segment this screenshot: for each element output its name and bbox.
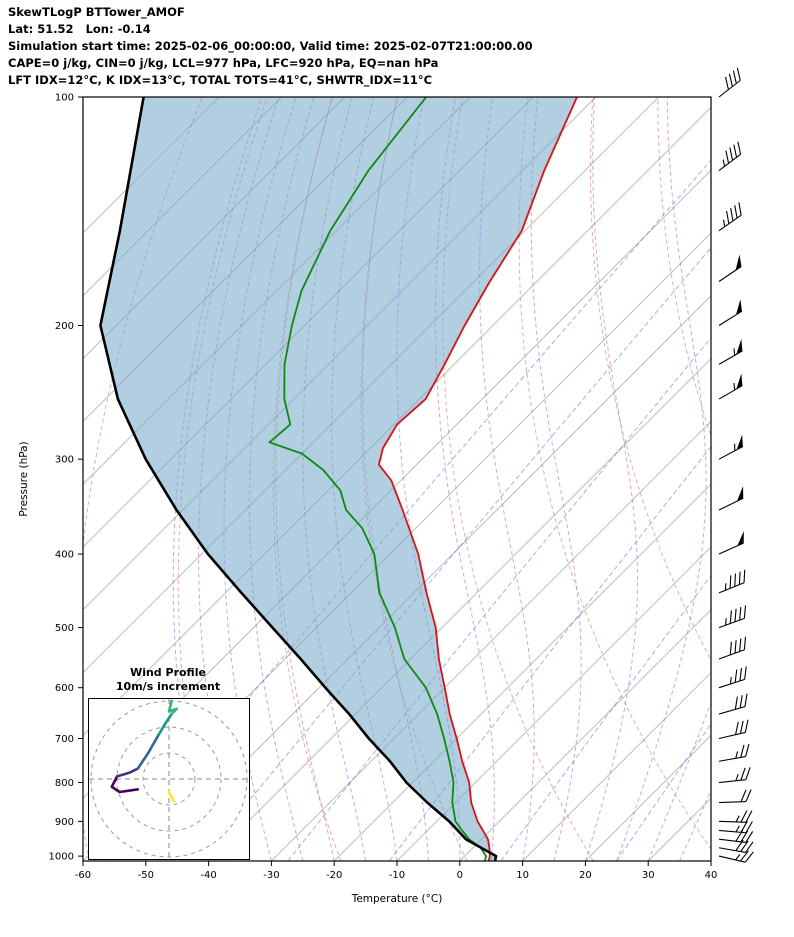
y-tick-label: 700 xyxy=(55,734,74,745)
hodograph-trace-segment xyxy=(110,775,140,794)
dewpoint-curve xyxy=(268,97,488,861)
y-tick-label: 400 xyxy=(55,550,74,561)
hodograph-trace-segment xyxy=(167,699,179,716)
hodograph-trace-segment xyxy=(157,712,173,737)
hodograph-title: Wind Profile 10m/s increment xyxy=(88,666,248,694)
y-tick-label: 800 xyxy=(55,778,74,789)
parcel_profile-curve xyxy=(99,97,498,861)
x-tick-label: 10 xyxy=(516,870,529,881)
y-tick-label: 500 xyxy=(55,623,74,634)
indices-line-1: CAPE=0 j/kg, CIN=0 j/kg, LCL=977 hPa, LF… xyxy=(8,56,439,70)
y-tick-label: 1000 xyxy=(49,852,74,863)
y-tick-label: 100 xyxy=(55,93,74,104)
x-tick-label: 20 xyxy=(579,870,592,881)
x-tick-label: -20 xyxy=(326,870,342,881)
x-tick-label: -50 xyxy=(138,870,154,881)
x-tick-label: 30 xyxy=(642,870,655,881)
hodograph-ring xyxy=(142,752,196,806)
hodograph-trace-segment xyxy=(115,767,140,778)
hodograph-trace-segment xyxy=(136,733,160,770)
x-tick-label: 0 xyxy=(457,870,463,881)
y-tick-label: 600 xyxy=(55,683,74,694)
hodograph-inset xyxy=(88,698,250,860)
x-tick-label: -40 xyxy=(200,870,216,881)
hodograph-title-line2: 10m/s increment xyxy=(115,680,221,693)
x-tick-label: -10 xyxy=(389,870,405,881)
hodograph-ring xyxy=(90,700,248,858)
wind-barbs xyxy=(718,67,754,863)
indices-line-2: LFT IDX=12°C, K IDX=13°C, TOTAL TOTS=41°… xyxy=(8,73,433,87)
y-tick-label: 200 xyxy=(55,321,74,332)
x-axis-label: Temperature (°C) xyxy=(351,893,443,905)
hodograph-trace-segment xyxy=(167,790,176,803)
cape-shading xyxy=(100,97,578,861)
temperature-curve xyxy=(377,97,578,861)
y-tick-label: 900 xyxy=(55,817,74,828)
header: SkewTLogP BTTower_AMOF Lat: 51.52 Lon: -… xyxy=(8,4,533,89)
times-line: Simulation start time: 2025-02-06_00:00:… xyxy=(8,39,533,53)
hodograph-title-line1: Wind Profile xyxy=(130,666,206,679)
x-tick-label: -30 xyxy=(263,870,279,881)
location-line: Lat: 51.52 Lon: -0.14 xyxy=(8,22,151,36)
hodograph-ring xyxy=(116,726,222,832)
y-axis-label: Pressure (hPa) xyxy=(18,441,30,516)
sounding-profiles xyxy=(99,97,578,861)
y-tick-label: 300 xyxy=(55,455,74,466)
x-tick-label: 40 xyxy=(705,870,718,881)
plot-title: SkewTLogP BTTower_AMOF xyxy=(8,5,185,19)
x-tick-label: -60 xyxy=(75,870,91,881)
